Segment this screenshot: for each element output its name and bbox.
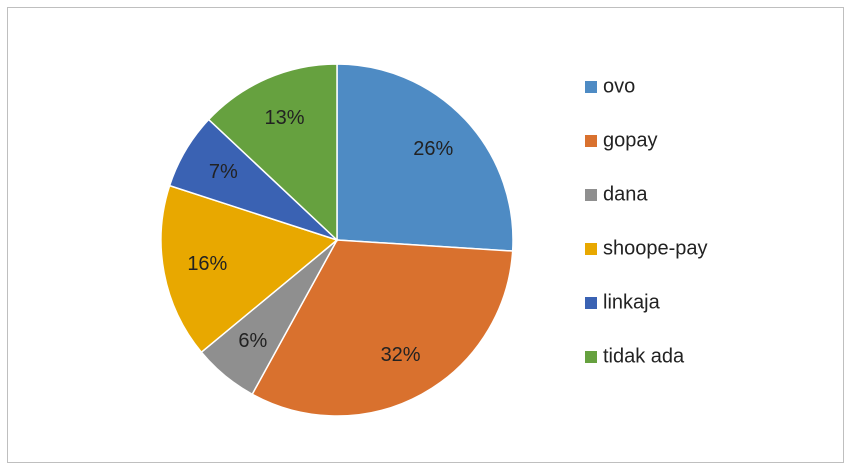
- data-label: 13%: [265, 107, 305, 129]
- legend-swatch: [585, 189, 597, 201]
- data-label: 7%: [209, 161, 238, 183]
- pie-slice: [160, 184, 339, 354]
- data-label: 6%: [238, 330, 267, 352]
- data-label: 16%: [187, 253, 227, 275]
- legend-label: tidak ada: [603, 345, 685, 367]
- legend-label: dana: [603, 183, 648, 205]
- pie-slice: [207, 63, 338, 242]
- legend-label: linkaja: [603, 291, 661, 313]
- legend-label: ovo: [603, 75, 635, 97]
- legend-swatch: [585, 135, 597, 147]
- data-label: 32%: [381, 344, 421, 366]
- legend-label: gopay: [603, 129, 658, 151]
- legend-label: shoope-pay: [603, 237, 708, 259]
- legend-swatch: [585, 243, 597, 255]
- legend-swatch: [585, 297, 597, 309]
- pie-slice: [251, 239, 514, 417]
- legend-swatch: [585, 81, 597, 93]
- data-label: 26%: [413, 138, 453, 160]
- pie-slice: [336, 63, 514, 252]
- legend-swatch: [585, 351, 597, 363]
